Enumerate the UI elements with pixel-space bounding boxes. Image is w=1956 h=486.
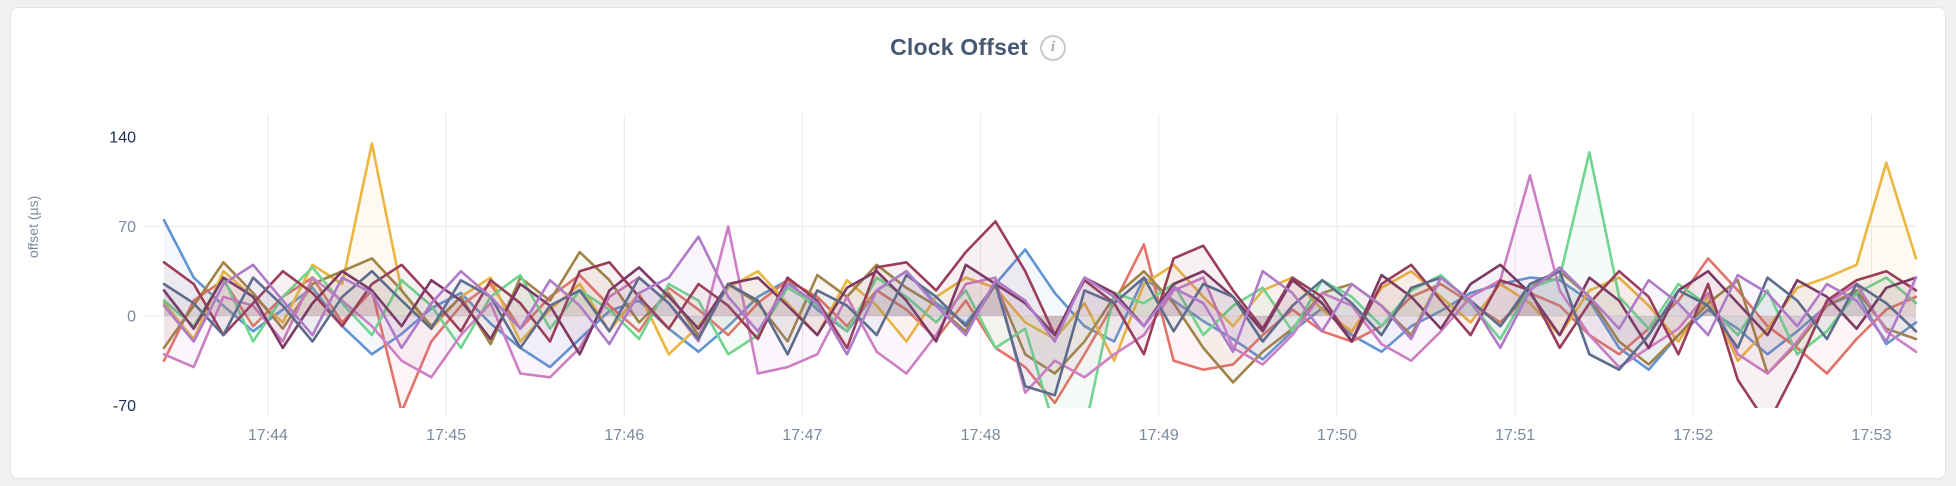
x-tick-label: 17:49 bbox=[1139, 427, 1179, 444]
x-tick-label: 17:52 bbox=[1673, 427, 1713, 444]
series-line-olive bbox=[162, 250, 1918, 384]
y-tick-label: 0 bbox=[127, 309, 136, 326]
series-line-violet bbox=[162, 235, 1918, 356]
series-area-maroon bbox=[164, 221, 1916, 408]
y-tick-label: 140 bbox=[109, 130, 136, 147]
x-tick-label: 17:50 bbox=[1317, 427, 1357, 444]
series-line-salmon bbox=[162, 243, 1918, 408]
clock-offset-card: Clock Offset i offset (µs) 17:44 17:45 17:… bbox=[10, 7, 1946, 479]
x-tick-label: 17:44 bbox=[248, 427, 288, 444]
x-tick-label: 17:45 bbox=[426, 427, 466, 444]
info-icon[interactable]: i bbox=[1039, 34, 1066, 61]
series-area-violet bbox=[164, 236, 1916, 355]
x-tick-label: 17:53 bbox=[1851, 427, 1891, 444]
series-area-slate bbox=[164, 271, 1916, 396]
chart-title: Clock Offset bbox=[890, 34, 1028, 60]
y-tick-label: -70 bbox=[113, 398, 136, 415]
clock-offset-chart[interactable]: 17:44 17:45 17:46 17:47 17:48 17:49 17:50 17:51… bbox=[11, 8, 1945, 478]
x-tick-label: 17:51 bbox=[1495, 427, 1535, 444]
series-area-plum bbox=[164, 264, 1916, 355]
x-tick-label: 17:46 bbox=[604, 427, 644, 444]
series-area-steel-blue bbox=[164, 220, 1916, 370]
x-tick-label: 17:48 bbox=[961, 427, 1001, 444]
series-area-salmon bbox=[164, 244, 1916, 408]
x-tick-label: 17:47 bbox=[782, 427, 822, 444]
series-line-maroon bbox=[162, 220, 1918, 408]
y-tick-label: 70 bbox=[118, 219, 136, 236]
series-area-orchid bbox=[164, 175, 1916, 393]
series-line-slate bbox=[162, 269, 1918, 397]
chart-header: Clock Offset i bbox=[11, 34, 1945, 61]
